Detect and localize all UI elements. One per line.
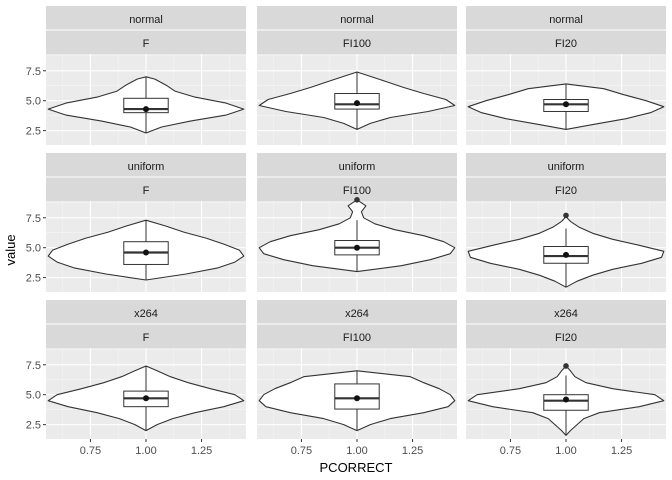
panels-layer: normal F 2.5 5.0 7.5 normal FI100 normal FI20 uni… xyxy=(26,6,666,457)
strip-label-fi20: FI20 xyxy=(555,185,577,197)
outlier-point-uniform-fi100 xyxy=(354,197,360,203)
strip-label-fi20: FI20 xyxy=(555,332,577,344)
strip-label-normal: normal xyxy=(549,14,583,26)
x-tick-label: 1.00 xyxy=(135,445,156,457)
mean-point-normal-fi20 xyxy=(563,101,569,108)
box-x264-fi100 xyxy=(334,383,380,410)
y-tick-label: 7.5 xyxy=(26,66,41,78)
x-tick-label: 1.25 xyxy=(402,445,423,457)
mean-point-x264-fi100 xyxy=(354,395,360,402)
mean-point-uniform-fi100 xyxy=(354,244,360,251)
strip-label-x264: x264 xyxy=(554,308,578,320)
x-tick-label: 1.25 xyxy=(191,445,212,457)
mean-point-normal-f xyxy=(143,106,149,113)
y-tick-label: 5.0 xyxy=(26,243,41,255)
strip-label-uniform: uniform xyxy=(339,161,376,173)
x-tick-label: 1.25 xyxy=(611,445,632,457)
x-tick-label: 0.75 xyxy=(291,445,312,457)
mean-point-x264-fi20 xyxy=(563,396,569,403)
strip-label-uniform: uniform xyxy=(548,161,585,173)
strip-label-f: F xyxy=(143,332,150,344)
x-tick-label: 1.00 xyxy=(555,445,576,457)
strip-label-fi100: FI100 xyxy=(343,332,371,344)
y-tick-label: 7.5 xyxy=(26,360,41,372)
mean-point-uniform-f xyxy=(143,249,149,256)
strip-label-fi100: FI100 xyxy=(343,185,371,197)
y-tick-label: 2.5 xyxy=(26,420,41,432)
y-tick-label: 5.0 xyxy=(26,96,41,108)
x-tick-label: 0.75 xyxy=(80,445,101,457)
mean-point-normal-fi100 xyxy=(354,100,360,107)
strip-label-fi100: FI100 xyxy=(343,38,371,50)
strip-label-x264: x264 xyxy=(345,308,369,320)
strip-label-f: F xyxy=(143,185,150,197)
y-tick-label: 7.5 xyxy=(26,213,41,225)
strip-label-normal: normal xyxy=(340,14,374,26)
strip-label-fi20: FI20 xyxy=(555,38,577,50)
strip-label-f: F xyxy=(143,38,150,50)
outlier-point-x264-fi20 xyxy=(563,363,569,369)
strip-label-uniform: uniform xyxy=(128,161,165,173)
x-tick-label: 1.00 xyxy=(346,445,367,457)
strip-label-normal: normal xyxy=(129,14,163,26)
mean-point-x264-f xyxy=(143,395,149,402)
y-axis-title: value xyxy=(3,234,18,265)
y-tick-label: 2.5 xyxy=(26,273,41,285)
strip-label-x264: x264 xyxy=(134,308,158,320)
outlier-point-uniform-fi20 xyxy=(563,212,569,219)
x-tick-label: 0.75 xyxy=(500,445,521,457)
x-axis-title: PCORRECT xyxy=(320,460,393,475)
mean-point-uniform-fi20 xyxy=(563,251,569,258)
y-tick-label: 5.0 xyxy=(26,390,41,402)
y-tick-label: 2.5 xyxy=(26,126,41,138)
